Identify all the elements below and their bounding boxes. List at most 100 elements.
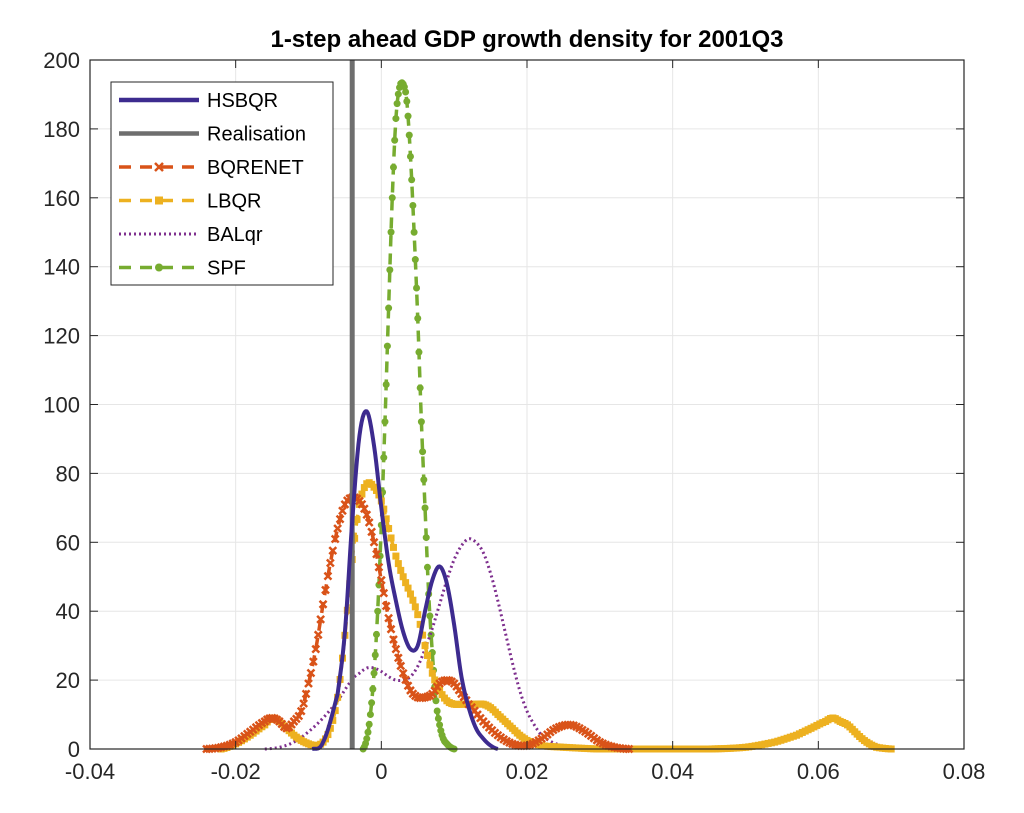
series-bqrenet-point xyxy=(376,575,386,585)
legend-label-bqrenet: BQRENET xyxy=(207,157,304,179)
x-tick-label: -0.04 xyxy=(65,759,115,784)
legend-label-hsbqr: HSBQR xyxy=(207,90,278,112)
series-spf-point xyxy=(432,697,440,705)
series-layer xyxy=(202,60,895,754)
series-bqrenet-point xyxy=(379,588,389,598)
series-bqrenet-point xyxy=(328,546,338,555)
x-tick-label: 0 xyxy=(375,759,387,784)
series-spf-point xyxy=(426,612,434,620)
series-lbqr-point xyxy=(355,500,363,508)
series-spf-point xyxy=(411,256,419,264)
series-lbqr-point xyxy=(399,573,407,581)
series-bqrenet-point xyxy=(369,537,379,547)
y-tick-label: 20 xyxy=(56,668,80,693)
series-bqrenet-point xyxy=(335,514,345,524)
grid xyxy=(90,60,964,749)
series-lbqr-point xyxy=(423,651,431,659)
series-bqrenet-point xyxy=(398,668,408,678)
series-lbqr-point xyxy=(411,603,419,611)
legend-marker-spf xyxy=(155,263,163,272)
series-lbqr-point xyxy=(353,515,361,523)
series-spf-point xyxy=(420,476,428,484)
axis-ticks: -0.04 -0.02 0 0.02 0.04 0.06 0.08 0 20 40 60 80 100 1… xyxy=(43,48,985,784)
series-spf-point xyxy=(393,100,401,108)
series-spf-point xyxy=(422,534,430,542)
series-lbqr-point xyxy=(406,590,414,598)
series-spf-markers xyxy=(359,79,458,753)
series-lbqr-point xyxy=(419,631,427,639)
series-spf-point xyxy=(408,176,416,184)
legend-box xyxy=(110,81,334,286)
y-tick-label: 40 xyxy=(56,599,80,624)
series-spf-point xyxy=(410,228,418,236)
series-lbqr-point xyxy=(382,515,390,523)
series-bqrenet-point xyxy=(367,527,377,537)
series-spf-point xyxy=(421,504,429,512)
y-tick-label: 180 xyxy=(43,117,80,142)
legend-label-realisation: Realisation xyxy=(207,124,306,146)
chart-title: 1-step ahead GDP growth density for 2001… xyxy=(270,26,783,53)
y-tick-label: 80 xyxy=(56,461,80,486)
series-bqrenet-point xyxy=(338,506,347,516)
x-tick-label: 0.02 xyxy=(506,759,549,784)
series-bqrenet-point xyxy=(401,675,410,685)
series-bqrenet-point xyxy=(313,630,323,640)
y-tick-label: 0 xyxy=(68,737,80,762)
series-spf-line xyxy=(361,81,456,751)
series-spf-point xyxy=(368,699,376,707)
y-tick-label: 60 xyxy=(56,530,80,555)
series-lbqr-point xyxy=(414,611,422,619)
series-spf-point xyxy=(385,304,393,312)
series-spf-point xyxy=(415,348,423,356)
series-bqrenet-point xyxy=(296,706,306,716)
series-lbqr-point xyxy=(385,525,393,533)
series-spf-point xyxy=(363,735,371,743)
series-spf-point xyxy=(394,90,402,98)
series-lbqr-point xyxy=(426,661,434,669)
series-lbqr-point xyxy=(387,534,395,542)
series-spf-point xyxy=(414,314,422,322)
series-spf-point xyxy=(372,630,380,638)
y-tick-label: 200 xyxy=(43,48,80,73)
series-lbqr-point xyxy=(409,596,417,604)
series-lbqr-point xyxy=(428,669,436,677)
series-bqrenet-point xyxy=(311,644,321,654)
series-bqrenet-point xyxy=(381,601,391,611)
series-spf-point xyxy=(387,228,395,236)
series-bqrenet-point xyxy=(325,558,335,568)
series-spf-point xyxy=(370,669,378,677)
series-lbqr-point xyxy=(416,620,424,628)
series-bqrenet-point xyxy=(304,679,313,688)
series-lbqr-point xyxy=(394,560,402,568)
series-spf-point xyxy=(405,131,413,139)
series-spf-point xyxy=(413,284,421,292)
series-bqrenet-point xyxy=(318,599,328,609)
series-spf-point xyxy=(406,152,414,160)
series-bqrenet-point xyxy=(301,689,311,699)
series-bqrenet-point xyxy=(294,711,304,721)
x-tick-label: 0.06 xyxy=(797,759,840,784)
legend-label-lbqr: LBQR xyxy=(207,191,261,213)
series-bqrenet-point xyxy=(333,524,343,533)
series-spf-point xyxy=(366,711,374,719)
legend-label-spf: SPF xyxy=(207,258,246,280)
series-bqrenet-point xyxy=(391,644,401,654)
series-spf-point xyxy=(409,201,417,209)
series-bqrenet-point xyxy=(386,624,396,634)
series-lbqr-point xyxy=(421,642,429,650)
series-bqrenet-point xyxy=(389,635,398,644)
series-spf-point xyxy=(383,342,391,350)
series-lbqr-point xyxy=(360,484,368,492)
series-lbqr-point xyxy=(397,566,405,574)
series-spf-point xyxy=(392,115,400,123)
series-spf-point xyxy=(386,266,394,274)
y-tick-label: 120 xyxy=(43,324,80,349)
series-lbqr-point xyxy=(402,579,410,587)
series-bqrenet-point xyxy=(357,499,367,509)
series-spf-point xyxy=(365,720,373,728)
legend-label-balqr: BALqr xyxy=(207,224,263,246)
series-spf-point xyxy=(436,721,444,729)
series-spf-point xyxy=(381,418,389,426)
series-spf-point xyxy=(434,715,442,723)
